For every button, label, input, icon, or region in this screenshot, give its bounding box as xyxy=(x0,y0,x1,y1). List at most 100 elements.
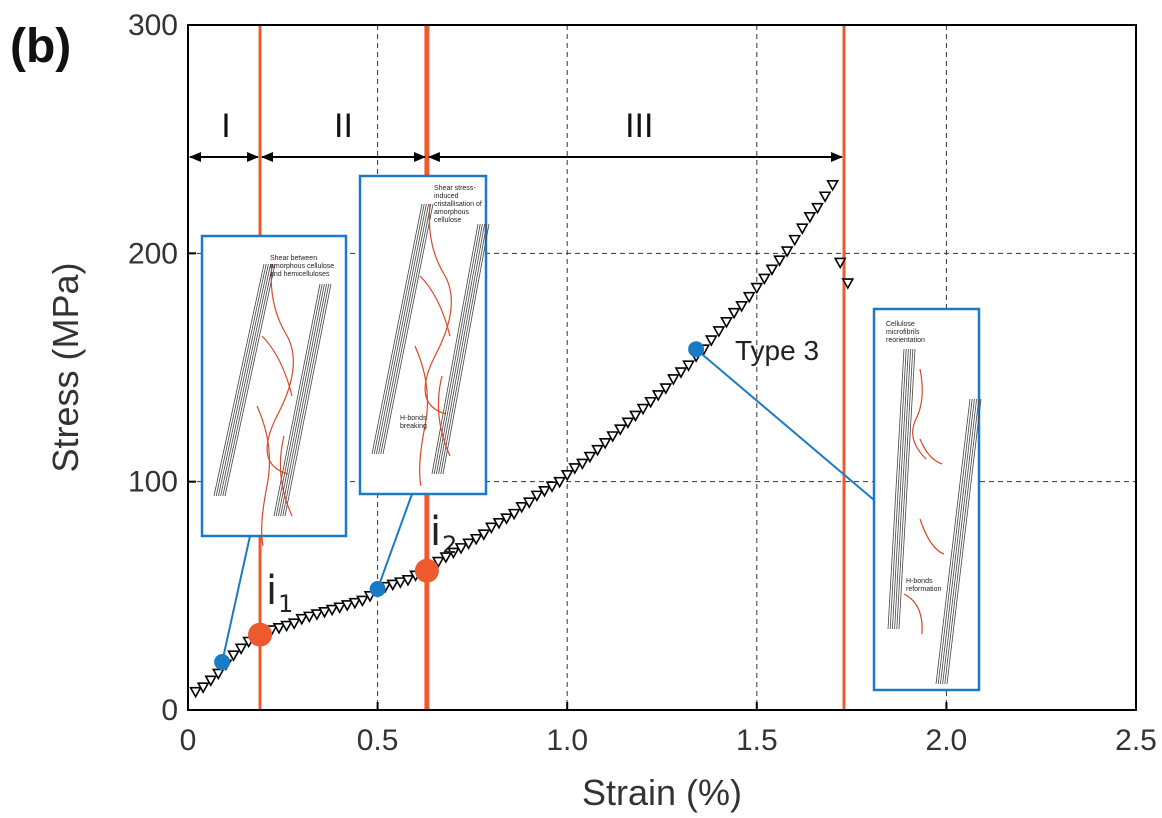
region-label: II xyxy=(334,107,353,145)
y-tick-label: 200 xyxy=(128,237,178,270)
polymer-chain xyxy=(919,438,943,465)
microfibril-line xyxy=(378,203,429,455)
inflection-label: i xyxy=(266,568,277,614)
y-tick-label: 0 xyxy=(161,694,178,727)
data-point xyxy=(651,390,665,402)
microfibril-line xyxy=(222,263,274,497)
data-point xyxy=(227,650,240,662)
microfibril-line xyxy=(937,398,973,685)
data-point xyxy=(310,609,324,621)
inset-frame xyxy=(872,307,981,692)
data-point xyxy=(507,508,521,521)
data-point xyxy=(841,278,855,290)
panel-label: (b) xyxy=(10,20,71,73)
data-point xyxy=(583,451,597,464)
microfibril-line xyxy=(438,223,485,475)
inset-text: Shear between xyxy=(270,255,317,262)
data-point xyxy=(818,191,832,203)
data-point xyxy=(667,374,680,386)
inset-text: cristallisation of xyxy=(434,201,482,208)
callout-line xyxy=(376,493,413,590)
data-point xyxy=(189,686,202,699)
polymer-chain xyxy=(919,518,945,555)
microfibril-line xyxy=(278,283,325,517)
data-point xyxy=(530,490,544,503)
data-point xyxy=(803,212,817,224)
callout-point xyxy=(369,580,386,597)
data-point xyxy=(674,367,688,379)
polymer-chain xyxy=(912,368,927,460)
data-point xyxy=(280,620,293,633)
data-point xyxy=(704,335,718,347)
callout-point xyxy=(214,654,231,671)
polymer-chain xyxy=(437,375,451,457)
data-point xyxy=(765,264,779,276)
x-tick-label: 1.5 xyxy=(736,724,778,757)
y-tick-label: 100 xyxy=(128,466,178,499)
polymer-chain xyxy=(261,335,293,397)
microfibril-line xyxy=(380,203,432,455)
data-point xyxy=(401,575,415,587)
polymer-chain xyxy=(419,275,451,337)
microfibril-line xyxy=(218,263,269,497)
data-point xyxy=(500,513,513,525)
data-point xyxy=(780,246,794,258)
inset-text: breaking xyxy=(400,423,427,430)
microfibril-line xyxy=(224,263,276,497)
inflection-label-sub: 2 xyxy=(442,531,457,559)
polymer-chain xyxy=(424,203,452,415)
data-point xyxy=(727,307,741,320)
polymer-chain xyxy=(279,435,293,517)
data-point xyxy=(234,643,248,655)
inset-text: H-bonds xyxy=(906,578,933,585)
data-point xyxy=(576,458,589,471)
microfibril-line xyxy=(213,263,265,497)
data-point xyxy=(431,556,445,569)
data-point xyxy=(538,486,551,498)
data-point xyxy=(758,273,771,286)
inset-text: H-bonds xyxy=(400,415,427,422)
inset-text: Shear stress- xyxy=(434,185,476,192)
callout-line xyxy=(221,535,251,663)
inset-text: cellulose xyxy=(434,217,461,224)
data-point xyxy=(613,424,627,436)
data-point xyxy=(333,602,347,614)
microfibril-line xyxy=(282,283,330,517)
data-point xyxy=(636,403,650,416)
data-point xyxy=(560,470,574,482)
inset-text: and hemicelluloses xyxy=(270,271,330,278)
data-point xyxy=(735,301,748,313)
data-point xyxy=(196,682,210,694)
data-point xyxy=(811,202,824,215)
microfibril-line xyxy=(887,348,905,630)
inflection-point xyxy=(414,558,439,583)
inflection-point xyxy=(248,622,273,647)
y-axis-title: Stress (MPa) xyxy=(45,262,86,472)
region-labels: I II III xyxy=(221,107,653,145)
data-series xyxy=(189,180,855,699)
data-point xyxy=(272,623,286,635)
highlight-points: i 1i 2 xyxy=(214,341,705,671)
microfibril-line xyxy=(215,263,267,497)
region-label: III xyxy=(625,107,653,145)
inset-text: reorientation xyxy=(886,337,925,344)
annotations: Type 3 xyxy=(735,335,819,366)
data-point xyxy=(393,577,407,589)
plot-frame xyxy=(187,24,1137,711)
callout-line xyxy=(695,348,875,501)
microfibril-line xyxy=(284,283,332,517)
data-point xyxy=(833,257,847,270)
data-point xyxy=(447,547,460,560)
data-point xyxy=(742,291,756,304)
polymer-chain xyxy=(903,593,923,635)
data-point xyxy=(795,223,809,235)
data-point xyxy=(454,543,468,555)
data-point xyxy=(211,668,225,681)
x-tick-label: 2.0 xyxy=(926,724,968,757)
x-tick-label: 0.5 xyxy=(357,724,399,757)
inset-text: induced xyxy=(434,193,459,200)
data-point xyxy=(287,618,301,630)
